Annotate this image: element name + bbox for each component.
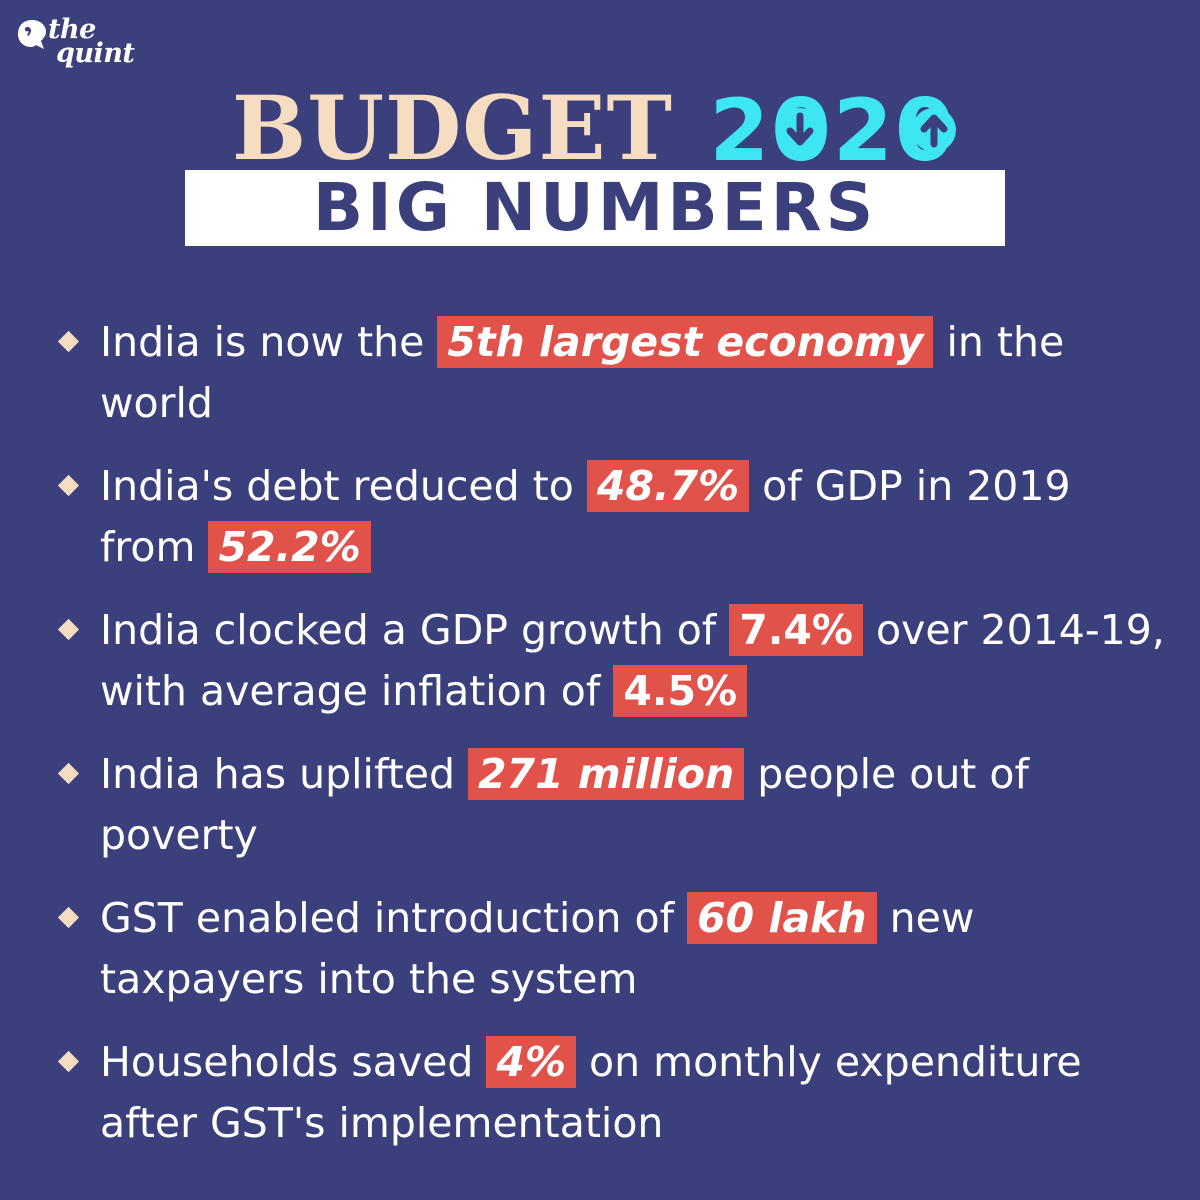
highlight-badge: 4%: [486, 1036, 577, 1088]
list-item-text: India is now the 5th largest economy in …: [100, 312, 1175, 434]
diamond-bullet-icon: [57, 1050, 80, 1073]
stats-list: India is now the 5th largest economy in …: [55, 312, 1175, 1176]
text-segment: GST enabled introduction of: [100, 894, 688, 942]
highlight-badge: 5th largest economy: [437, 316, 934, 368]
text-segment: India has uplifted: [100, 750, 469, 798]
text-segment: of GDP in 2019 from: [100, 462, 1071, 571]
highlight-badge: 60 lakh: [687, 892, 877, 944]
text-segment: India's debt reduced to: [100, 462, 587, 510]
text-segment: in the world: [100, 318, 1065, 427]
list-item-text: Households saved 4% on monthly expenditu…: [100, 1032, 1175, 1154]
brand-logo: the quint: [14, 14, 135, 74]
text-segment: people out of poverty: [100, 750, 1029, 859]
arrow-up-icon: [912, 108, 957, 152]
list-item-text: India clocked a GDP growth of 7.4% over …: [100, 600, 1175, 722]
highlight-badge: 48.7%: [586, 460, 750, 512]
list-item-text: India has uplifted 271 million people ou…: [100, 744, 1175, 866]
text-segment: Households saved: [100, 1038, 487, 1086]
text-segment: new taxpayers into the system: [100, 894, 975, 1003]
page-subtitle: BIG NUMBERS: [312, 169, 878, 246]
year-graphic: 2020: [709, 81, 957, 178]
arrow-down-icon: [778, 108, 823, 152]
list-item: GST enabled introduction of 60 lakh new …: [55, 888, 1175, 1010]
list-item-text: GST enabled introduction of 60 lakh new …: [100, 888, 1175, 1010]
brand-line-1: the: [48, 14, 96, 45]
title-row: BUDGET 2020: [0, 78, 1200, 178]
list-item: India's debt reduced to 48.7% of GDP in …: [55, 456, 1175, 578]
brand-line-2: quint: [56, 38, 135, 69]
highlight-badge: 271 million: [468, 748, 745, 800]
diamond-bullet-icon: [57, 906, 80, 929]
list-item: Households saved 4% on monthly expenditu…: [55, 1032, 1175, 1154]
diamond-bullet-icon: [57, 618, 80, 641]
diamond-bullet-icon: [57, 330, 80, 353]
highlight-badge: 52.2%: [208, 521, 371, 573]
list-item-text: India's debt reduced to 48.7% of GDP in …: [100, 456, 1175, 578]
subtitle-banner: BIG NUMBERS: [185, 170, 1005, 246]
page-title: BUDGET: [231, 76, 674, 180]
quote-logo-icon: [18, 20, 46, 49]
text-segment: India is now the: [100, 318, 438, 366]
highlight-badge: 7.4%: [729, 604, 863, 656]
list-item: India has uplifted 271 million people ou…: [55, 744, 1175, 866]
list-item: India is now the 5th largest economy in …: [55, 312, 1175, 434]
highlight-badge: 4.5%: [613, 665, 748, 717]
text-segment: over 2014-19, with average inflation of: [100, 606, 1165, 715]
text-segment: India clocked a GDP growth of: [100, 606, 730, 654]
brand-wordmark: the quint: [48, 14, 135, 69]
list-item: India clocked a GDP growth of 7.4% over …: [55, 600, 1175, 722]
diamond-bullet-icon: [57, 474, 80, 497]
text-segment: on monthly expenditure after GST's imple…: [100, 1038, 1082, 1147]
diamond-bullet-icon: [57, 762, 80, 785]
